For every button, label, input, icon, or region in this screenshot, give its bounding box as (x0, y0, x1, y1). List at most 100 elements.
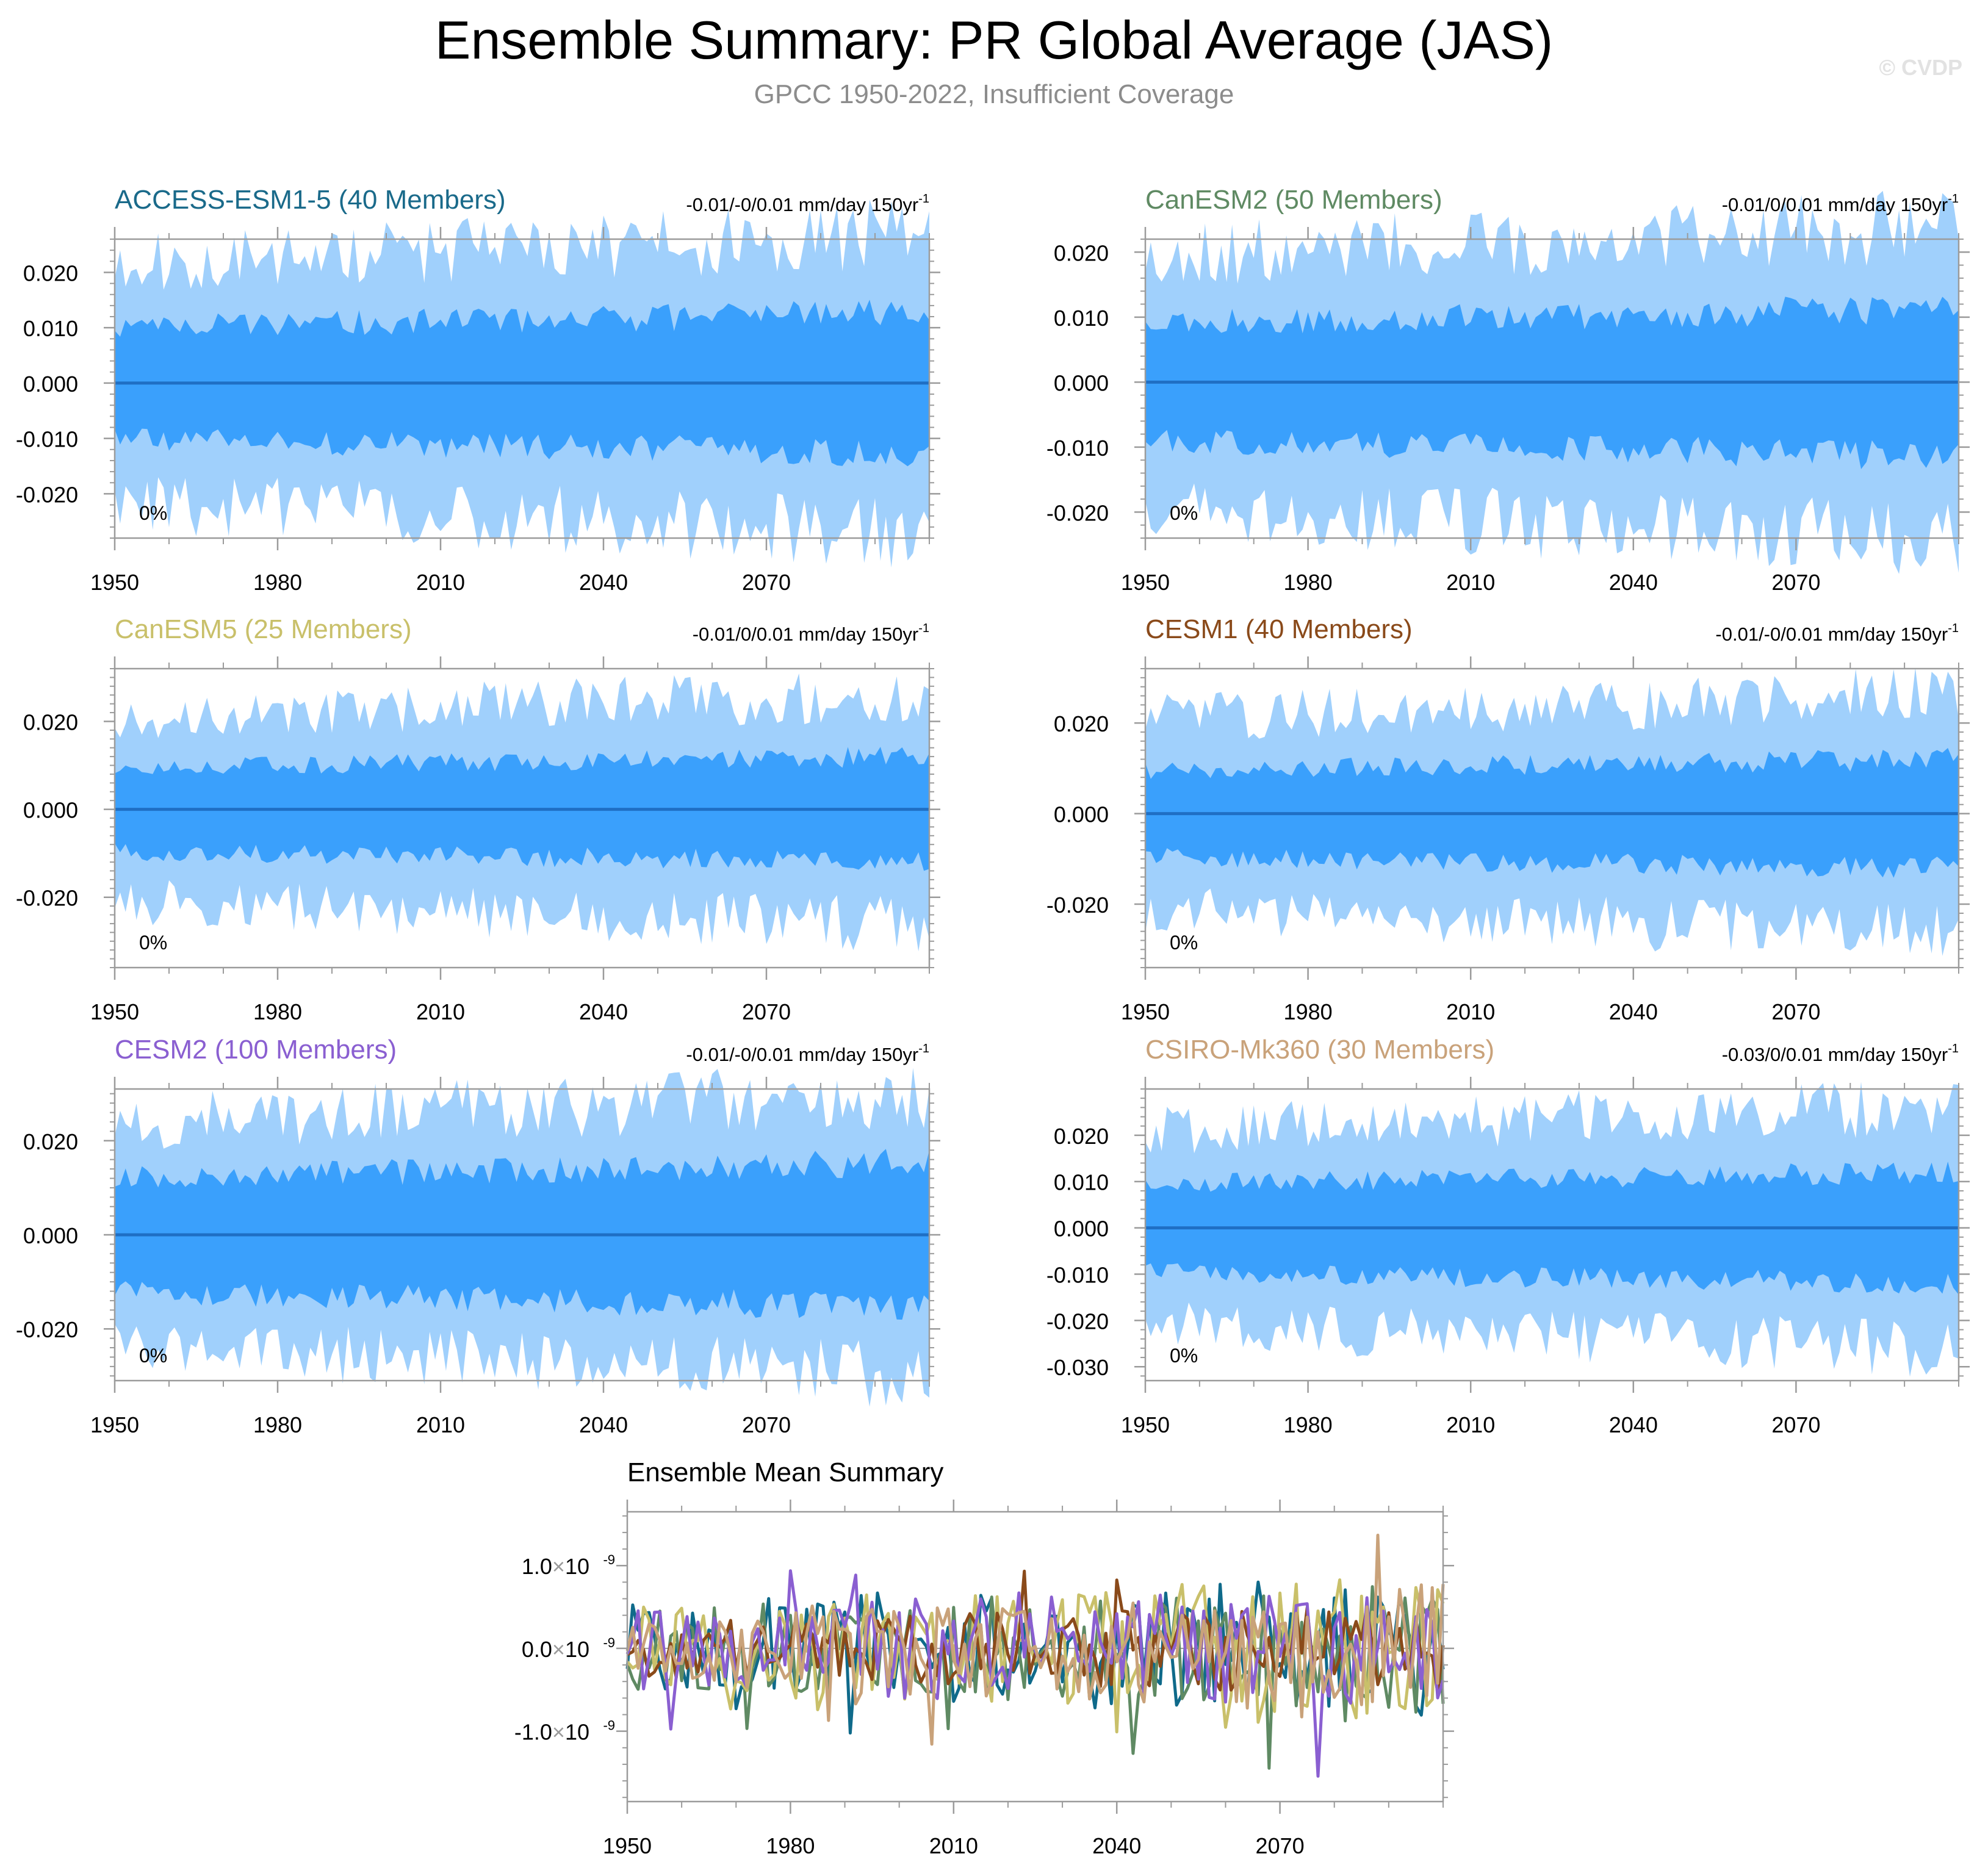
page-title: Ensemble Summary: PR Global Average (JAS… (434, 10, 1554, 70)
x-tick-label: 2070 (742, 570, 791, 595)
x-tick-label: 2070 (742, 1412, 791, 1437)
x-tick-label: 1980 (253, 1412, 302, 1437)
percent-label: 0% (139, 502, 167, 524)
percent-label: 0% (1170, 502, 1198, 524)
percent-label: 0% (139, 932, 167, 954)
times-sign: × (552, 1637, 565, 1662)
x-tick-label: 1950 (1121, 1412, 1170, 1437)
y-tick-label: 0.020 (1054, 1124, 1109, 1149)
y-tick-label: -0.020 (1046, 1309, 1109, 1334)
x-tick-label: 1980 (1284, 1412, 1333, 1437)
y-tick-label: 1.0×10 -9 (522, 1552, 615, 1579)
y-tick-label: 0.010 (1054, 306, 1109, 331)
y-tick-label: -1.0×10 -9 (514, 1718, 615, 1745)
x-tick-label: 2040 (579, 570, 628, 595)
y-tick-label: -0.020 (16, 1317, 78, 1342)
y-tick-label: -0.010 (16, 427, 78, 452)
trend-label: -0.03/0/0.01 mm/day 150yr-1 (1722, 1042, 1959, 1065)
y-tick-label: -0.030 (1046, 1355, 1109, 1380)
trend-exponent: -1 (918, 622, 929, 635)
y-tick-label: -0.020 (16, 886, 78, 911)
x-tick-label: 2070 (1771, 570, 1820, 595)
y-tick-label: -0.020 (16, 482, 78, 507)
trend-label: -0.01/-0/0.01 mm/day 150yr-1 (686, 1042, 929, 1065)
base-ten: 10 (565, 1720, 589, 1745)
y-tick-label: -0.020 (1046, 500, 1109, 525)
y-tick-mantissa: 1.0 (522, 1554, 552, 1579)
y-tick-exponent: -9 (603, 1635, 615, 1650)
trend-label: -0.01/0/0.01 mm/day 150yr-1 (693, 622, 929, 645)
panel-title: CanESM2 (50 Members) (1145, 185, 1442, 215)
x-tick-label: 1950 (90, 570, 139, 595)
y-tick-label: 0.010 (1054, 1170, 1109, 1195)
x-tick-label: 2070 (1771, 1412, 1820, 1437)
chart-panel-4: 0.020 0.000 -0.020 CESM1 (40 Members) -0.01/… (1046, 614, 1970, 1024)
x-tick-label: 2010 (416, 999, 465, 1024)
x-tick-label: 2010 (1446, 999, 1495, 1024)
plot-frame (1144, 238, 1960, 539)
trend-label: -0.01/-0/0.01 mm/day 150yr-1 (686, 192, 929, 215)
x-tick-label: 2040 (579, 1412, 628, 1437)
x-tick-label: 2040 (579, 999, 628, 1024)
plot-frame (113, 238, 931, 539)
series-line-canesm5 (626, 1578, 1445, 1734)
y-tick-label: 0.020 (23, 710, 78, 735)
base-ten: 10 (565, 1637, 589, 1662)
percent-label: 0% (1170, 932, 1198, 954)
series-line-csiro-mk360 (625, 1533, 1445, 1746)
trend-exponent: -1 (1948, 1042, 1959, 1055)
x-tick-label: 2040 (1609, 999, 1658, 1024)
series-line-canesm2 (625, 1585, 1445, 1770)
x-tick-label: 1980 (253, 999, 302, 1024)
plot-frame (1144, 667, 1960, 969)
x-tick-label: 2010 (929, 1833, 978, 1858)
chart-panel-3: 0.020 0.000 -0.020 CanESM5 (25 Members) -0.0… (16, 614, 940, 1024)
trend-label: -0.01/0/0.01 mm/day 150yr-1 (1722, 192, 1959, 215)
percent-label: 0% (139, 1345, 167, 1367)
y-tick-label: -0.020 (1046, 893, 1109, 918)
y-tick-exponent: -9 (603, 1718, 615, 1733)
panel-title: Ensemble Mean Summary (627, 1457, 943, 1487)
x-tick-label: 1950 (90, 1412, 139, 1437)
y-tick-label: 0.020 (23, 1129, 78, 1154)
x-tick-label: 1980 (1284, 999, 1333, 1024)
x-tick-label: 2010 (1446, 1412, 1495, 1437)
panel-title: CESM1 (40 Members) (1145, 614, 1413, 644)
plot-frame (1144, 1088, 1960, 1382)
y-tick-mantissa: 0.0 (522, 1637, 552, 1662)
x-tick-label: 2010 (416, 570, 465, 595)
y-tick-exponent: -9 (603, 1552, 615, 1567)
x-tick-label: 2010 (1446, 570, 1495, 595)
y-tick-label: 0.0×10 -9 (522, 1635, 615, 1662)
y-tick-label: 0.000 (1054, 1217, 1109, 1242)
y-tick-label: 0.000 (23, 798, 78, 823)
x-tick-label: 1950 (603, 1833, 652, 1858)
x-tick-label: 1950 (1121, 999, 1170, 1024)
y-tick-label: 0.020 (23, 261, 78, 286)
x-tick-label: 1980 (253, 570, 302, 595)
x-tick-label: 2040 (1609, 1412, 1658, 1437)
x-tick-label: 1950 (1121, 570, 1170, 595)
chart-panel-6: 0.020 0.010 0.000 -0.010 -0.020 -0.030 CSIRO-M… (1046, 1035, 1970, 1437)
x-tick-label: 1980 (1284, 570, 1333, 595)
panel-title: CESM2 (100 Members) (115, 1035, 397, 1065)
plot-frame (626, 1511, 1444, 1803)
y-tick-label: 0.000 (1054, 370, 1109, 395)
x-tick-label: 2070 (1771, 999, 1820, 1024)
x-tick-label: 2070 (742, 999, 791, 1024)
panel-title: CSIRO-Mk360 (30 Members) (1145, 1035, 1494, 1065)
page-subtitle: GPCC 1950-2022, Insufficient Coverage (754, 79, 1234, 109)
y-tick-label: 0.010 (23, 316, 78, 341)
panel-title: CanESM5 (25 Members) (115, 614, 412, 644)
y-tick-label: 0.000 (23, 372, 78, 397)
x-tick-label: 2040 (1609, 570, 1658, 595)
trend-exponent: -1 (918, 1042, 929, 1055)
chart-panel-5: 0.020 0.000 -0.020 CESM2 (100 Members) -0.01… (16, 1035, 940, 1437)
x-tick-label: 2040 (1092, 1833, 1141, 1858)
y-tick-label: 0.020 (1054, 240, 1109, 265)
x-tick-label: 2010 (416, 1412, 465, 1437)
panel-title: ACCESS-ESM1-5 (40 Members) (115, 185, 506, 215)
y-tick-label: 0.020 (1054, 711, 1109, 736)
chart-panel-1: 0.020 0.010 0.000 -0.010 -0.020 ACCESS-ESM1-5… (16, 185, 940, 595)
